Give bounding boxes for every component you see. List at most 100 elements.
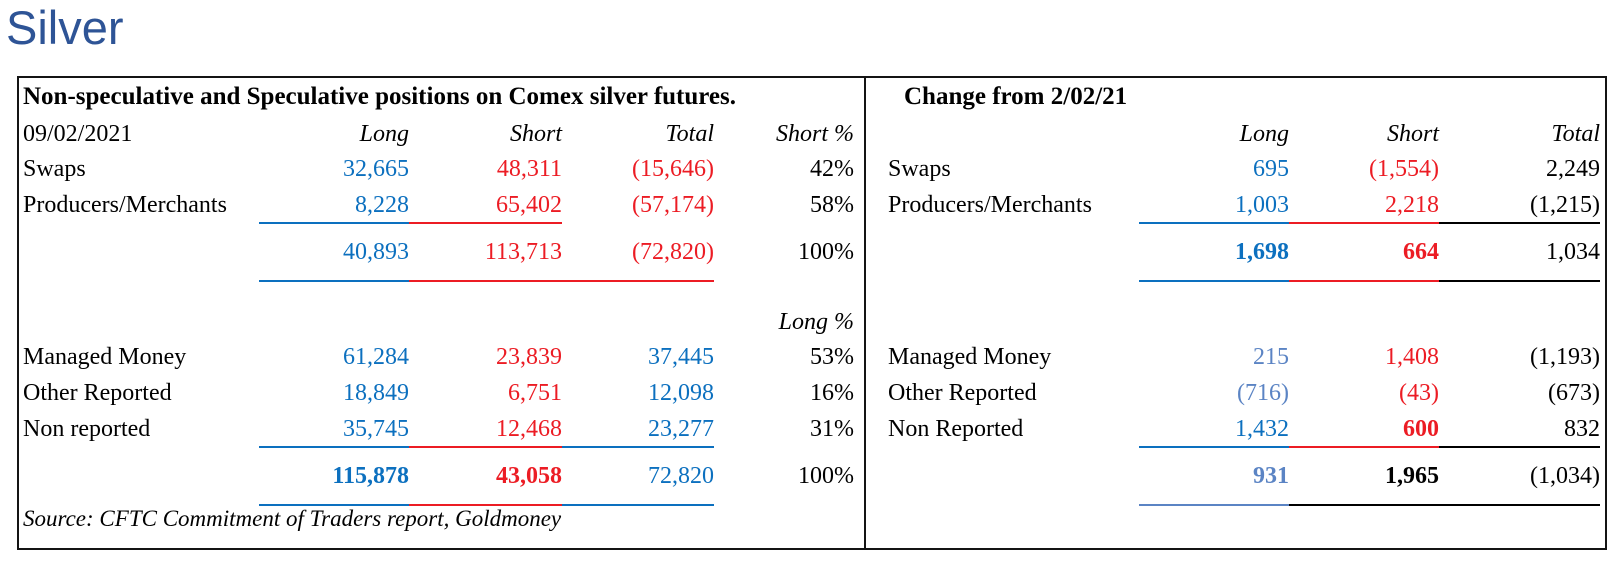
value-cell: (1,034) [1439,448,1600,506]
value-cell: 12,098 [648,380,714,406]
column-header-cell: Total [1551,121,1600,147]
column-header-cell: Short % [776,121,854,147]
value-cell: 2,218 [1289,188,1439,224]
row-label: Producers/Merchants [23,192,227,218]
positions-panel-title: Non-speculative and Speculative position… [23,83,737,110]
column-header-cell: Long [359,121,409,147]
left-row-non-reported: Non reported 35,745 12,468 23,277 31% [23,412,864,448]
row-label: 09/02/2021 [23,121,133,147]
left-row-spec-total: 115,878 43,058 72,820 100% [23,448,864,506]
value-cell: 12,468 [409,412,562,448]
value-cell: 53% [810,344,854,370]
left-column-header-row: 09/02/2021 Long Short Total Short % [23,118,864,152]
change-panel-title: Change from 2/02/21 [904,83,1128,110]
value-cell: 1,965 [1289,448,1439,506]
row-label [23,448,259,506]
value-cell: 1,698 [1139,224,1289,282]
value-cell: 37,445 [648,344,714,370]
right-column-header-row: Long Short Total [888,118,1605,152]
value-cell: 100% [798,463,854,489]
value-cell: 23,277 [562,412,714,448]
value-cell: 65,402 [409,188,562,224]
value-cell: 6,751 [508,380,562,406]
right-row-swaps: Swaps 695 (1,554) 2,249 [888,152,1605,188]
value-cell: 1,034 [1439,224,1600,282]
row-label: Other Reported [23,380,172,406]
value-cell: 16% [810,380,854,406]
value-cell: 1,408 [1385,344,1439,370]
left-row-producers-merchants: Producers/Merchants 8,228 65,402 (57,174) 58… [23,188,864,224]
value-cell: 61,284 [343,344,409,370]
right-row-nonspec-total: 1,698 664 1,034 [888,224,1605,282]
row-label: Non reported [23,416,151,442]
right-row-managed-money: Managed Money 215 1,408 (1,193) [888,340,1605,376]
row-label: Managed Money [888,344,1052,370]
value-cell: (15,646) [632,156,714,182]
cot-report-table: Non-speculative and Speculative position… [17,76,1607,550]
change-rows: Long Short Total Swaps 695 (1,554) 2,249 Produc… [888,118,1605,506]
left-long-pct-header-row: Long % [23,306,864,340]
column-header-cell: Long [1239,121,1289,147]
right-row-spec-total: 931 1,965 (1,034) [888,448,1605,506]
value-cell: 23,839 [496,344,562,370]
value-cell: (1,554) [1369,156,1439,182]
row-label [23,224,259,282]
empty-cell [409,306,562,340]
value-cell: 42% [810,156,854,182]
value-cell: 58% [810,192,854,218]
value-cell: 695 [1253,156,1289,182]
left-row-swaps: Swaps 32,665 48,311 (15,646) 42% [23,152,864,188]
row-label: Swaps [888,156,951,182]
value-cell: 664 [1289,224,1439,282]
row-label [888,448,1139,506]
row-label [23,306,259,340]
row-label: Swaps [23,156,86,182]
value-cell: (57,174) [632,192,714,218]
row-label [888,118,1139,152]
column-header-cell: Long % [778,309,854,335]
value-cell: 113,713 [409,224,562,282]
row-label: Non Reported [888,416,1024,442]
column-header-cell: Total [665,121,714,147]
row-label: Managed Money [23,344,187,370]
value-cell: 8,228 [259,188,409,224]
value-cell: 1,003 [1139,188,1289,224]
value-cell: (1,215) [1439,188,1600,224]
value-cell: 40,893 [259,224,409,282]
value-cell: 48,311 [496,156,562,182]
value-cell: 72,820 [562,448,714,506]
row-label [888,224,1139,282]
value-cell: (1,193) [1530,344,1600,370]
value-cell: 1,432 [1139,412,1289,448]
value-cell: 32,665 [343,156,409,182]
row-label: Producers/Merchants [888,192,1092,218]
empty-cell [562,306,714,340]
value-cell: 31% [810,416,854,442]
column-header-cell: Short [509,121,562,147]
right-row-producers-merchants: Producers/Merchants 1,003 2,218 (1,215) [888,188,1605,224]
source-note: Source: CFTC Commitment of Traders repor… [23,506,562,531]
value-cell: 100% [798,239,854,265]
value-cell: (716) [1237,380,1289,406]
empty-cell [259,306,409,340]
left-row-nonspec-total: 40,893 113,713 (72,820) 100% [23,224,864,282]
page-title: Silver [6,1,124,54]
right-row-non-reported: Non Reported 1,432 600 832 [888,412,1605,448]
positions-rows: 09/02/2021 Long Short Total Short % Swaps 32,6… [23,118,864,506]
positions-panel: Non-speculative and Speculative position… [19,78,866,548]
right-row-other-reported: Other Reported (716) (43) (673) [888,376,1605,412]
value-cell: (72,820) [562,224,714,282]
left-row-managed-money: Managed Money 61,284 23,839 37,445 53% [23,340,864,376]
left-row-other-reported: Other Reported 18,849 6,751 12,098 16% [23,376,864,412]
value-cell: 35,745 [259,412,409,448]
row-label: Other Reported [888,380,1037,406]
value-cell: 931 [1139,448,1289,506]
value-cell: 600 [1289,412,1439,448]
value-cell: 18,849 [343,380,409,406]
value-cell: 832 [1439,412,1600,448]
value-cell: 115,878 [259,448,409,506]
value-cell: 43,058 [409,448,562,506]
value-cell: (43) [1399,380,1439,406]
value-cell: 215 [1253,344,1289,370]
